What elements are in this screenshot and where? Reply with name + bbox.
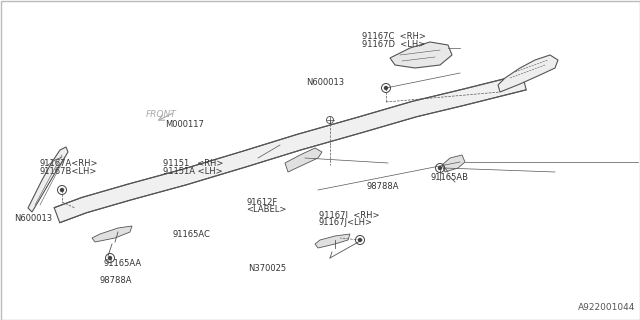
Text: M000117: M000117 (164, 120, 204, 129)
Text: 98788A: 98788A (366, 182, 399, 191)
Circle shape (61, 188, 63, 191)
Polygon shape (315, 234, 350, 248)
Text: 91167J<LH>: 91167J<LH> (319, 218, 372, 227)
Text: N370025: N370025 (248, 264, 287, 273)
Text: 91151   <RH>: 91151 <RH> (163, 159, 223, 168)
Text: 91167C  <RH>: 91167C <RH> (362, 32, 426, 41)
Polygon shape (390, 42, 452, 68)
Text: 98788A: 98788A (99, 276, 132, 285)
Text: 91167B<LH>: 91167B<LH> (40, 167, 97, 176)
Text: 91151A <LH>: 91151A <LH> (163, 167, 223, 176)
Circle shape (385, 86, 387, 90)
Text: A922001044: A922001044 (578, 303, 635, 312)
Text: N600013: N600013 (14, 214, 52, 223)
Polygon shape (285, 148, 322, 172)
Text: 91167D  <LH>: 91167D <LH> (362, 40, 425, 49)
Circle shape (109, 257, 111, 260)
Text: 91612F: 91612F (246, 198, 278, 207)
Polygon shape (92, 226, 132, 242)
Polygon shape (28, 147, 68, 212)
Text: 91165AA: 91165AA (104, 260, 142, 268)
Polygon shape (442, 155, 465, 172)
Circle shape (438, 166, 442, 170)
Polygon shape (54, 74, 526, 223)
Text: <LABEL>: <LABEL> (246, 205, 287, 214)
Circle shape (358, 238, 362, 242)
Polygon shape (498, 55, 558, 92)
Text: 91165AC: 91165AC (172, 230, 210, 239)
Text: FRONT: FRONT (146, 110, 177, 119)
Text: 91167A<RH>: 91167A<RH> (40, 159, 98, 168)
Text: N600013: N600013 (306, 78, 344, 87)
Text: 91165AB: 91165AB (430, 173, 468, 182)
Text: 91167I  <RH>: 91167I <RH> (319, 211, 380, 220)
